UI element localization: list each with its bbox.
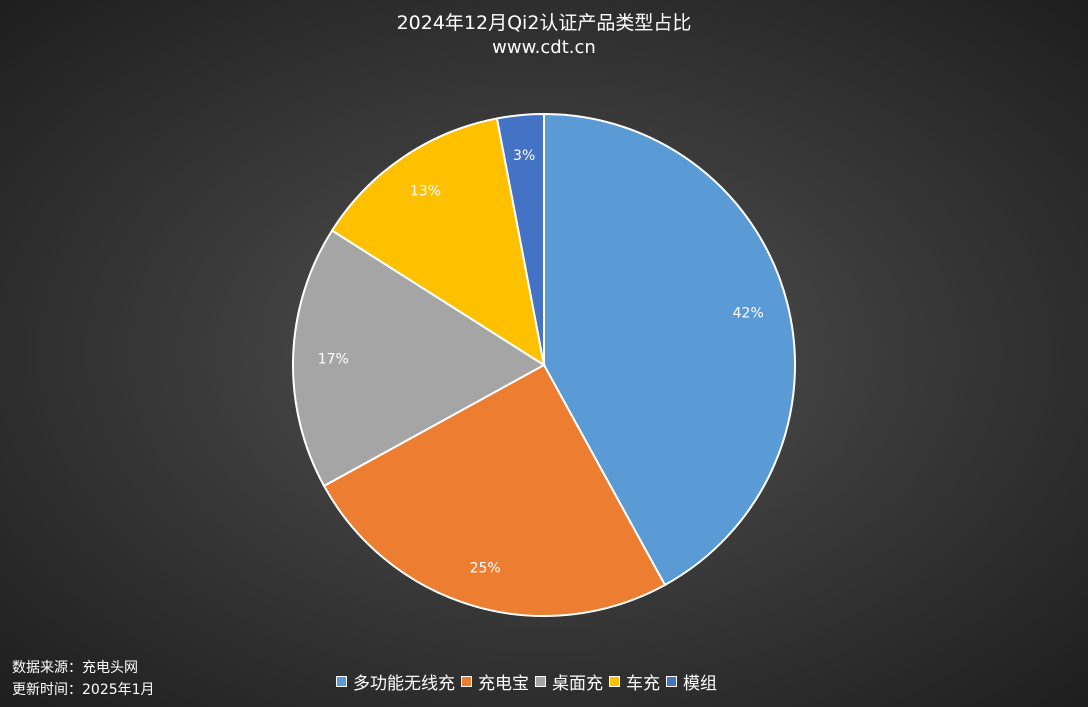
legend-swatch xyxy=(461,675,472,687)
slice-labels: 42% 25% 17% 13% 3% xyxy=(318,148,764,576)
chart-subtitle: www.cdt.cn xyxy=(492,37,596,58)
pie-slice-1 xyxy=(543,112,796,587)
slice-label-1: 42% xyxy=(733,306,764,322)
pie-slice-4 xyxy=(330,117,546,368)
legend-swatch xyxy=(336,675,347,687)
legend-label: 多功能无线充 xyxy=(353,673,455,694)
legend-label: 车充 xyxy=(626,673,660,694)
slice-label-5: 3% xyxy=(513,148,535,164)
legend-swatch xyxy=(666,675,677,687)
pie-slice-2 xyxy=(322,363,667,617)
slice-label-4: 13% xyxy=(410,184,441,200)
legend-item-5: 模组 xyxy=(666,669,717,694)
legend-swatch xyxy=(535,675,546,687)
legend-swatch xyxy=(609,675,620,687)
legend-item-4: 车充 xyxy=(609,669,660,694)
pie-slice-5 xyxy=(495,112,545,366)
legend-label: 桌面充 xyxy=(552,673,603,694)
chart-title: 2024年12月Qi2认证产品类型占比 xyxy=(396,12,692,34)
slice-label-2: 25% xyxy=(470,560,501,576)
legend: 多功能无线充 充电宝 桌面充 车充 模组 xyxy=(336,669,723,694)
legend-item-1: 多功能无线充 xyxy=(336,669,455,694)
slice-label-3: 17% xyxy=(318,351,349,367)
legend-item-3: 桌面充 xyxy=(535,669,603,694)
pie-slice-3 xyxy=(292,229,546,488)
update-time-note: 更新时间：2025年1月 xyxy=(12,682,155,698)
footer-notes: 数据来源：充电头网 更新时间：2025年1月 xyxy=(12,657,155,701)
legend-item-2: 充电宝 xyxy=(461,669,529,694)
legend-label: 模组 xyxy=(683,673,717,694)
pie-slices xyxy=(292,112,796,617)
data-source-note: 数据来源：充电头网 xyxy=(12,660,138,676)
legend-label: 充电宝 xyxy=(478,673,529,694)
